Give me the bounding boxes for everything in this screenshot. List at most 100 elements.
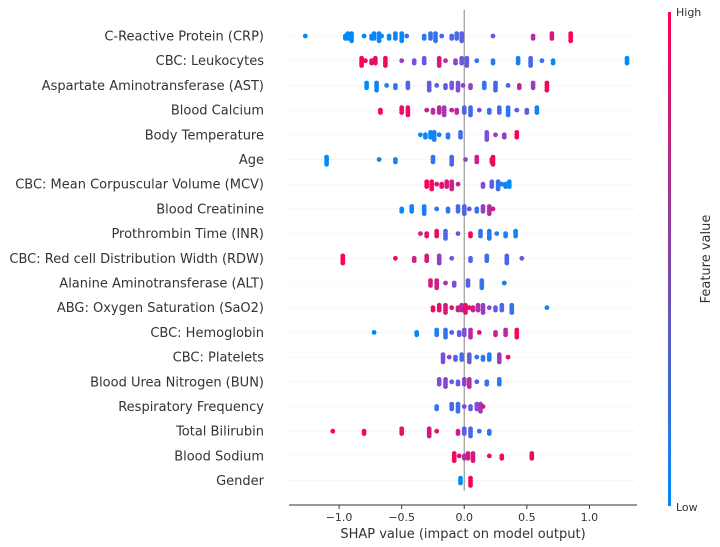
- shap-point: [465, 278, 471, 283]
- shap-point: [449, 161, 455, 167]
- shap-point: [466, 352, 472, 358]
- shap-point: [426, 80, 432, 86]
- shap-point: [624, 55, 630, 61]
- shap-point: [330, 428, 336, 434]
- shap-point: [421, 204, 427, 209]
- shap-point: [534, 105, 540, 111]
- shap-point: [453, 60, 458, 66]
- shap-point: [383, 55, 388, 61]
- shap-point: [509, 310, 515, 315]
- feature-label: CBC: Platelets: [173, 351, 265, 366]
- shap-point: [409, 208, 415, 214]
- shap-point: [514, 107, 520, 113]
- shap-point: [461, 426, 467, 432]
- shap-point: [428, 134, 433, 140]
- shap-point: [409, 204, 415, 209]
- shap-point: [428, 278, 433, 283]
- shap-point: [421, 211, 427, 217]
- shap-point: [449, 80, 455, 86]
- shap-point: [493, 132, 498, 138]
- shap-point: [302, 33, 308, 39]
- shap-point: [426, 433, 432, 439]
- shap-point: [371, 330, 377, 335]
- shap-point: [441, 112, 447, 118]
- shap-point: [534, 110, 540, 115]
- x-axis-label: SHAP value (impact on model output): [340, 527, 585, 542]
- shap-point: [505, 105, 511, 111]
- shap-point: [443, 310, 448, 315]
- feature-label: Age: [239, 153, 264, 168]
- shap-point: [468, 85, 473, 91]
- shap-point: [449, 36, 455, 41]
- feature-label: Blood Urea Nitrogen (BUN): [90, 375, 264, 390]
- shap-point: [530, 85, 536, 91]
- shap-point: [456, 453, 462, 459]
- shap-point: [349, 38, 354, 44]
- shap-point: [474, 154, 480, 160]
- shap-point: [461, 110, 467, 115]
- shap-point: [506, 184, 512, 190]
- shap-point: [324, 154, 329, 160]
- shap-point: [434, 406, 440, 412]
- shap-point: [474, 58, 480, 64]
- shap-point: [455, 431, 461, 436]
- shap-point: [359, 55, 364, 61]
- shap-point: [436, 302, 442, 308]
- feature-label: Blood Calcium: [171, 104, 264, 119]
- shap-point: [376, 157, 382, 162]
- shap-point: [505, 354, 511, 360]
- shap-point: [461, 105, 467, 111]
- shap-point: [505, 112, 511, 118]
- shap-point: [465, 283, 471, 288]
- shap-point: [468, 406, 473, 412]
- shap-point: [393, 255, 398, 261]
- shap-point: [418, 132, 423, 138]
- shap-point: [436, 63, 442, 68]
- shap-point: [383, 63, 388, 68]
- shap-point: [378, 110, 383, 115]
- shap-point: [433, 38, 438, 44]
- shap-point: [516, 85, 522, 91]
- shap-point: [428, 31, 433, 36]
- shap-point: [480, 310, 486, 315]
- shap-point: [444, 184, 450, 190]
- shap-point: [399, 31, 405, 36]
- shap-point: [496, 359, 502, 365]
- shap-point: [489, 184, 495, 190]
- feature-label: CBC: Red cell Distribution Width (RDW): [9, 252, 264, 267]
- shap-point: [430, 159, 436, 165]
- shap-point: [468, 112, 473, 118]
- shap-point: [429, 186, 435, 192]
- shap-point: [434, 327, 440, 333]
- feature-label: Blood Creatinine: [156, 202, 264, 217]
- shap-point: [519, 255, 525, 261]
- shap-point: [486, 204, 492, 209]
- shap-point: [468, 426, 473, 432]
- colorbar-low-label: Low: [676, 501, 698, 514]
- shap-points: [302, 31, 630, 488]
- shap-point: [458, 134, 463, 140]
- shap-point: [359, 63, 364, 68]
- shap-point: [496, 352, 502, 358]
- shap-point: [446, 354, 452, 360]
- shap-point: [418, 231, 423, 237]
- shap-point: [481, 85, 487, 91]
- shap-point: [499, 455, 505, 461]
- shap-point: [514, 327, 520, 333]
- shap-point: [478, 233, 483, 239]
- shap-point: [484, 253, 490, 259]
- shap-point: [529, 451, 535, 456]
- shap-point: [405, 85, 411, 91]
- shap-point: [470, 307, 476, 313]
- shap-point: [461, 404, 467, 409]
- shap-point: [440, 359, 446, 365]
- shap-point: [490, 161, 496, 167]
- shap-point: [399, 58, 405, 64]
- shap-point: [484, 130, 490, 135]
- shap-point: [461, 431, 467, 436]
- shap-point: [436, 105, 442, 111]
- shap-point: [466, 359, 472, 365]
- shap-point: [431, 130, 437, 135]
- shap-point: [550, 60, 556, 66]
- shap-point: [430, 110, 436, 115]
